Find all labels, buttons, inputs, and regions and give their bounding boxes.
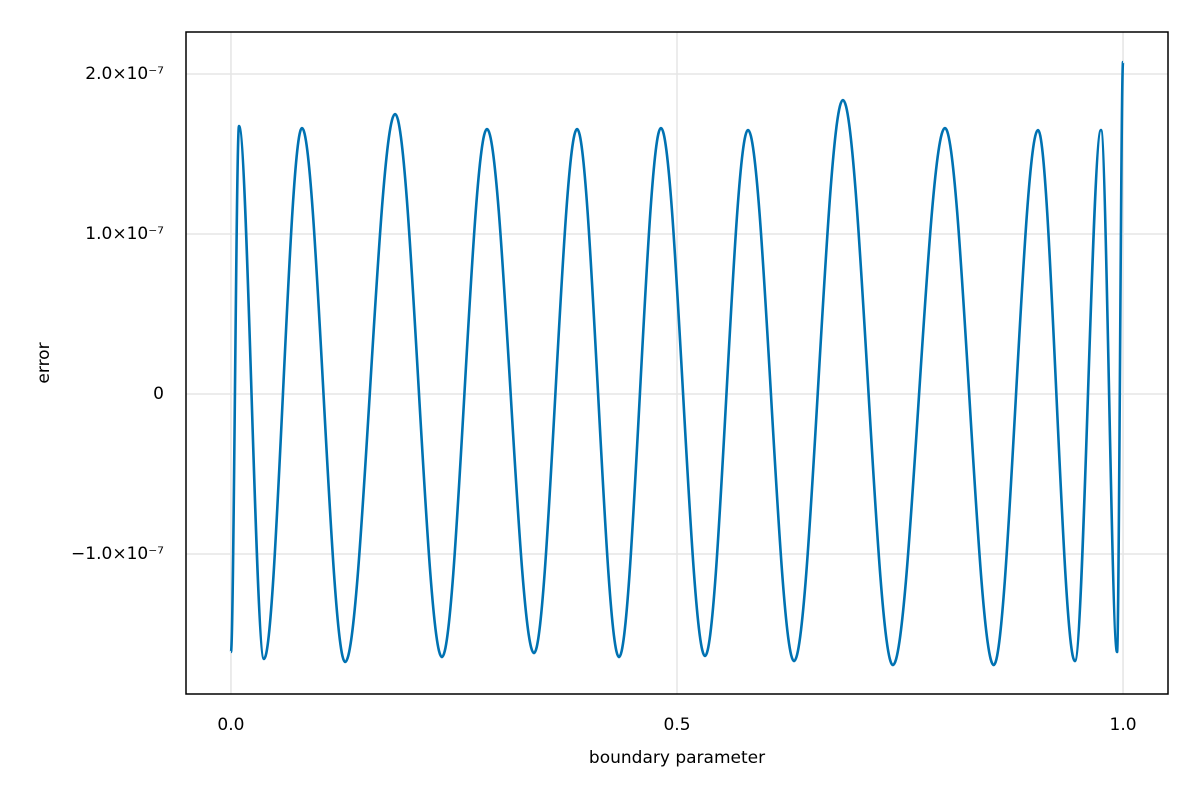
x-tick-label: 1.0 — [1110, 715, 1137, 735]
line — [229, 60, 1125, 667]
y-tick-label: −1.0×10⁻⁷ — [71, 544, 164, 564]
x-tick-label: 0.5 — [663, 715, 690, 735]
y-tick-label: 2.0×10⁻⁷ — [85, 64, 164, 84]
x-tick-label: 0.0 — [217, 715, 244, 735]
x-axis-label: boundary parameter — [589, 748, 765, 768]
y-tick-label: 1.0×10⁻⁷ — [85, 224, 164, 244]
y-axis-label: error — [34, 342, 54, 383]
plot-frame — [185, 31, 1169, 695]
y-tick-label: 0 — [153, 384, 164, 404]
